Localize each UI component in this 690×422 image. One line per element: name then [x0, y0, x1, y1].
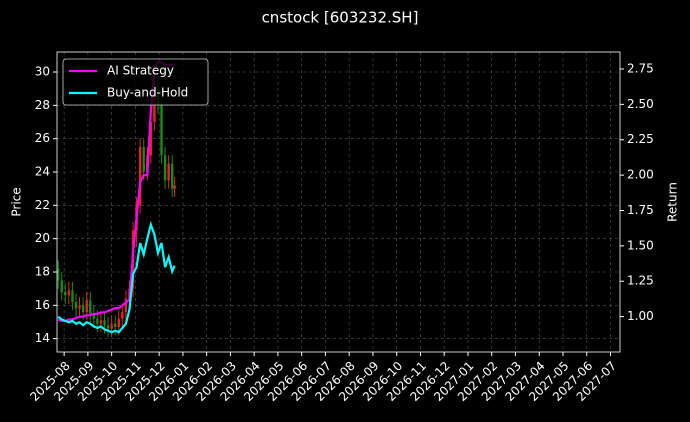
candle-body	[60, 280, 63, 292]
plot-frame	[56, 51, 621, 353]
candle-body	[167, 163, 170, 181]
y2-tick-label: 2.00	[627, 168, 654, 182]
y2-axis-label: Return	[666, 182, 680, 222]
y2-tick-label: 2.25	[627, 132, 654, 146]
candle-body	[106, 325, 110, 329]
candle-body	[71, 290, 74, 302]
candle-body	[173, 185, 176, 189]
candle-body	[99, 320, 103, 324]
y-tick-label: 20	[35, 231, 50, 245]
candle-body	[89, 300, 92, 314]
y2-tick-label: 1.00	[627, 309, 654, 323]
candle-body	[121, 312, 124, 319]
candle-body	[114, 323, 117, 327]
candle-body	[81, 305, 85, 312]
candle-body	[92, 313, 96, 319]
legend-label: AI Strategy	[107, 64, 174, 78]
candle-body	[163, 155, 167, 181]
legend-box	[62, 58, 209, 106]
candle-body	[149, 122, 153, 156]
y-tick-label: 14	[35, 331, 50, 345]
y-tick-label: 24	[35, 165, 50, 179]
y-tick-label: 18	[35, 265, 50, 279]
y2-tick-label: 2.75	[627, 61, 654, 75]
y2-tick-label: 1.25	[627, 274, 654, 288]
series-line	[57, 220, 176, 334]
legend-label: Buy-and-Hold	[107, 86, 188, 100]
candle-body	[56, 268, 60, 281]
y-axis-label: Price	[10, 187, 24, 216]
candle-body	[85, 300, 88, 312]
candle-body	[96, 318, 99, 324]
candle-body	[160, 105, 163, 156]
candle-body	[74, 302, 78, 309]
y2-tick-label: 2.50	[627, 97, 654, 111]
y-tick-label: 26	[35, 131, 50, 145]
y-tick-label: 16	[35, 298, 50, 312]
chart-title: cnstock [603232.SH]	[262, 9, 419, 27]
candle-body	[171, 163, 174, 189]
y2-tick-label: 1.50	[627, 238, 654, 252]
y-tick-label: 28	[35, 98, 50, 112]
candle-body	[117, 318, 120, 327]
candle-body	[67, 290, 71, 296]
y-tick-label: 30	[35, 65, 50, 79]
candle-body	[142, 147, 145, 172]
candle-body	[110, 323, 113, 329]
candle-body	[64, 292, 67, 296]
candle-body	[103, 320, 106, 326]
y-tick-label: 22	[35, 198, 50, 212]
candle-body	[138, 147, 142, 206]
y2-tick-label: 1.75	[627, 203, 654, 217]
candle-body	[78, 305, 81, 309]
candle-body	[124, 298, 128, 312]
